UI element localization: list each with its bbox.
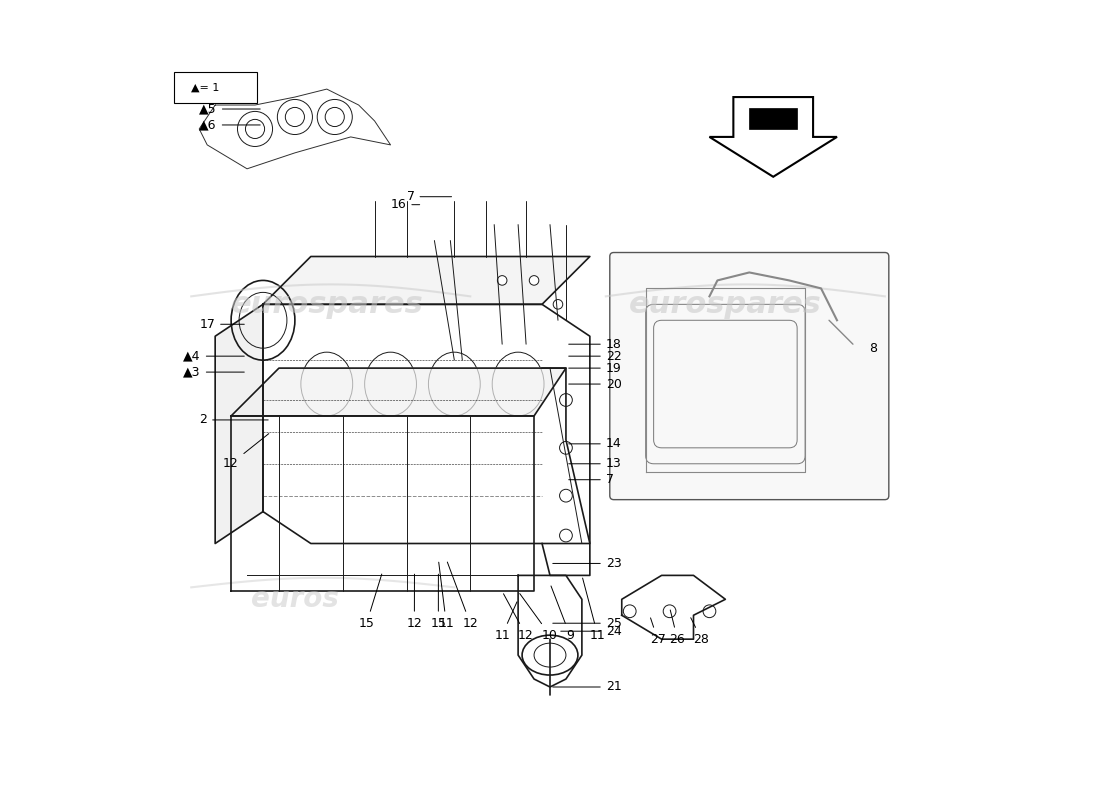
Text: 7: 7 bbox=[569, 474, 614, 486]
Circle shape bbox=[560, 490, 572, 502]
Text: 10: 10 bbox=[519, 594, 558, 642]
Text: 19: 19 bbox=[569, 362, 622, 374]
Polygon shape bbox=[263, 257, 590, 304]
Text: 11: 11 bbox=[583, 578, 606, 642]
Text: 24: 24 bbox=[561, 625, 621, 638]
Text: ▲3: ▲3 bbox=[184, 366, 244, 378]
Text: ▲5: ▲5 bbox=[199, 102, 261, 115]
FancyBboxPatch shape bbox=[609, 253, 889, 500]
Text: 22: 22 bbox=[569, 350, 622, 362]
Text: 28: 28 bbox=[691, 618, 710, 646]
Circle shape bbox=[529, 276, 539, 285]
Text: 12: 12 bbox=[504, 594, 534, 642]
Text: 12: 12 bbox=[407, 574, 422, 630]
Text: 13: 13 bbox=[569, 458, 622, 470]
Polygon shape bbox=[749, 108, 798, 129]
Text: eurospares: eurospares bbox=[629, 290, 822, 319]
Text: 15: 15 bbox=[430, 574, 447, 630]
Circle shape bbox=[497, 276, 507, 285]
Text: 15: 15 bbox=[359, 574, 382, 630]
Circle shape bbox=[560, 394, 572, 406]
Text: 11: 11 bbox=[494, 602, 517, 642]
Text: euros: euros bbox=[251, 586, 339, 614]
Text: 9: 9 bbox=[551, 586, 574, 642]
Text: 25: 25 bbox=[553, 617, 621, 630]
Text: 18: 18 bbox=[569, 338, 622, 350]
Circle shape bbox=[553, 299, 563, 309]
Circle shape bbox=[560, 442, 572, 454]
Text: 26: 26 bbox=[670, 610, 685, 646]
Polygon shape bbox=[216, 304, 263, 543]
Text: 17: 17 bbox=[199, 318, 244, 330]
Text: ▲6: ▲6 bbox=[199, 118, 261, 131]
Text: 8: 8 bbox=[869, 342, 877, 354]
Text: 14: 14 bbox=[569, 438, 622, 450]
Text: 2: 2 bbox=[199, 414, 268, 426]
Text: 21: 21 bbox=[553, 681, 621, 694]
Text: eurospares: eurospares bbox=[230, 290, 424, 319]
FancyBboxPatch shape bbox=[174, 71, 256, 102]
Text: 12: 12 bbox=[223, 434, 268, 470]
Text: 20: 20 bbox=[569, 378, 622, 390]
Text: 23: 23 bbox=[553, 557, 621, 570]
Text: ▲4: ▲4 bbox=[184, 350, 244, 362]
Text: 11: 11 bbox=[439, 562, 454, 630]
Circle shape bbox=[560, 529, 572, 542]
Text: 12: 12 bbox=[448, 562, 478, 630]
Text: 16: 16 bbox=[390, 198, 420, 211]
Text: ▲= 1: ▲= 1 bbox=[191, 82, 220, 93]
Polygon shape bbox=[231, 368, 565, 416]
Text: 7: 7 bbox=[407, 190, 452, 203]
Text: 27: 27 bbox=[650, 618, 666, 646]
